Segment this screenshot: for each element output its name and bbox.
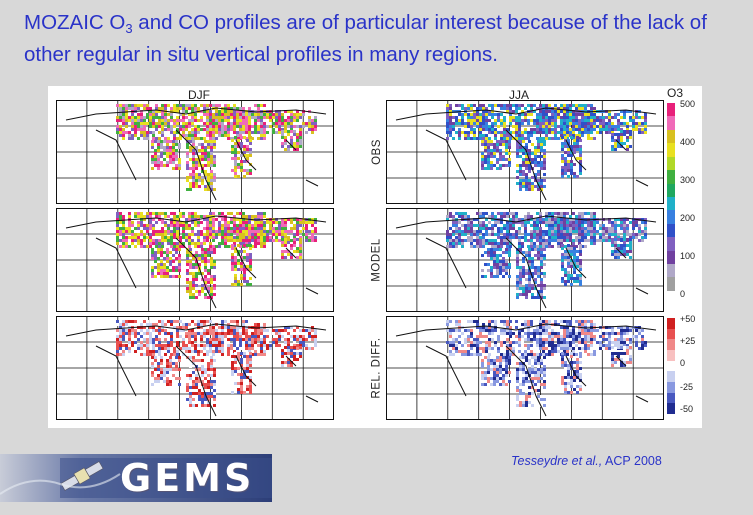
- diff-tick: -50: [680, 404, 694, 414]
- headline-text-2: and CO profiles are of particular intere…: [24, 11, 707, 66]
- diff-tick: +50: [680, 314, 696, 324]
- o3-tick: 200: [680, 213, 696, 223]
- map-djf-model: [56, 208, 334, 312]
- map-djf-obs: [56, 100, 334, 204]
- map-djf-diff: [56, 316, 334, 420]
- map-jja-obs: [386, 100, 664, 204]
- o3-tick: 0: [680, 289, 686, 299]
- column-title-djf: DJF: [188, 88, 210, 102]
- diff-tick: +25: [680, 336, 696, 346]
- gems-logo: GEMS: [0, 454, 272, 502]
- citation: Tesseydre et al., ACP 2008: [511, 454, 662, 468]
- gems-logo-graphic: [0, 454, 272, 502]
- headline-subscript: 3: [125, 21, 133, 36]
- diff-tick: 0: [680, 358, 686, 368]
- column-title-jja: JJA: [509, 88, 530, 102]
- citation-ref: ACP 2008: [602, 454, 662, 468]
- slide-headline: MOZAIC O3 and CO profiles are of particu…: [24, 10, 724, 68]
- map-jja-model: [386, 208, 664, 312]
- o3-profile-figure: DJF JJA OBS MODEL REL. DIFF. O3 500 400 …: [48, 86, 702, 428]
- map-jja-diff: [386, 316, 664, 420]
- diff-tick: -25: [680, 382, 694, 392]
- o3-tick: 100: [680, 251, 696, 261]
- row-label-reldiff: REL. DIFF.: [371, 337, 384, 399]
- o3-colorbar-title: O3: [667, 86, 684, 100]
- row-label-obs: OBS: [371, 139, 384, 165]
- headline-text-1: MOZAIC O: [24, 11, 126, 34]
- o3-tick: 300: [680, 175, 696, 185]
- o3-colorbar: [667, 103, 675, 291]
- o3-tick: 500: [680, 99, 696, 109]
- reldiff-colorbar: [667, 318, 675, 414]
- gems-logo-text: GEMS: [120, 456, 255, 500]
- row-label-model: MODEL: [371, 238, 383, 282]
- o3-tick: 400: [680, 137, 696, 147]
- citation-authors: Tesseydre et al.,: [511, 454, 603, 468]
